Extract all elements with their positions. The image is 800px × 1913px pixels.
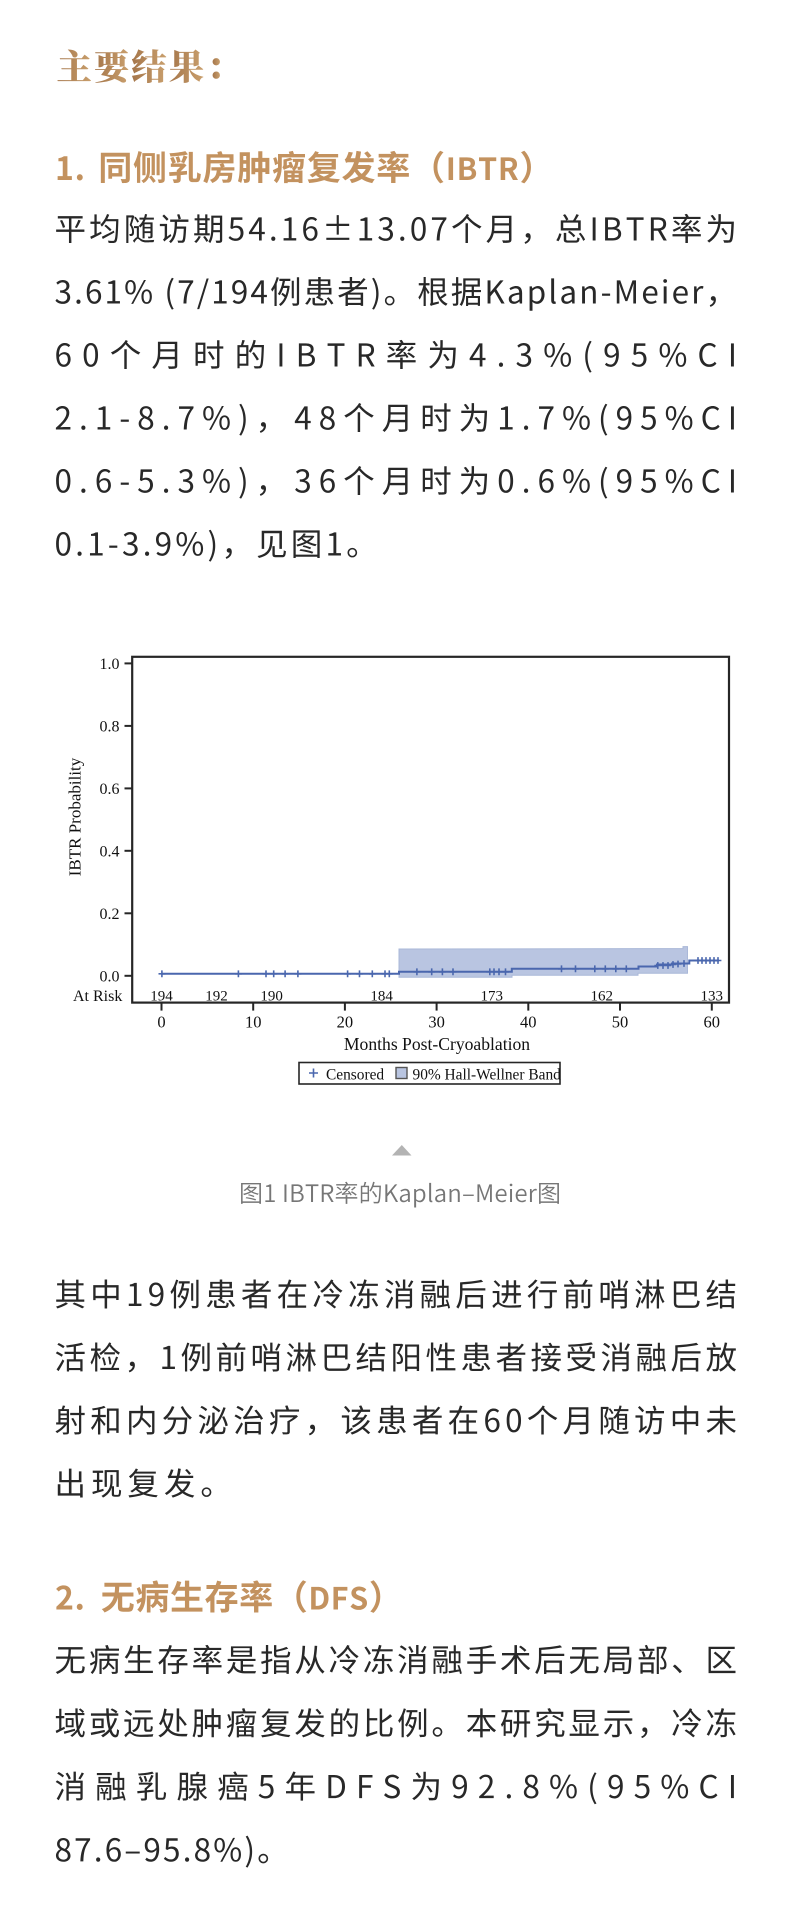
svg-text:0.4: 0.4 [100, 843, 120, 860]
svg-text:133: 133 [701, 989, 724, 1005]
svg-text:40: 40 [520, 1013, 537, 1032]
svg-text:0.2: 0.2 [100, 906, 120, 923]
svg-text:50: 50 [612, 1013, 629, 1032]
svg-text:IBTR Probability: IBTR Probability [66, 757, 85, 876]
svg-text:90% Hall-Wellner Band: 90% Hall-Wellner Band [413, 1067, 562, 1084]
svg-text:184: 184 [370, 989, 393, 1005]
svg-text:173: 173 [480, 989, 503, 1005]
svg-text:At Risk: At Risk [73, 988, 122, 1005]
svg-text:192: 192 [205, 989, 228, 1005]
svg-text:30: 30 [428, 1013, 445, 1032]
svg-text:194: 194 [150, 989, 173, 1005]
svg-text:Months Post-Cryoablation: Months Post-Cryoablation [344, 1034, 530, 1054]
svg-text:10: 10 [245, 1013, 262, 1032]
svg-text:1.0: 1.0 [100, 656, 120, 673]
svg-text:0.6: 0.6 [100, 781, 120, 798]
svg-text:0.0: 0.0 [100, 968, 120, 985]
svg-text:20: 20 [337, 1013, 354, 1032]
svg-text:Censored: Censored [326, 1067, 384, 1084]
svg-text:0: 0 [157, 1013, 165, 1032]
svg-text:0.8: 0.8 [100, 718, 120, 735]
svg-text:162: 162 [590, 989, 613, 1005]
svg-text:60: 60 [704, 1013, 721, 1032]
svg-text:190: 190 [260, 989, 283, 1005]
